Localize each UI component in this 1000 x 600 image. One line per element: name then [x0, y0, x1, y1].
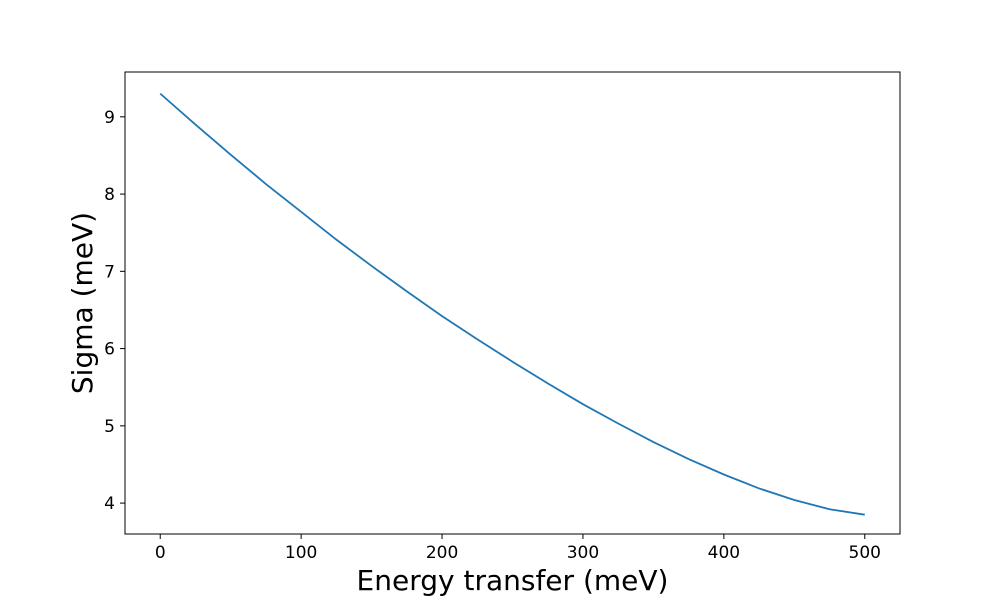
- x-tick-label: 400: [708, 543, 740, 563]
- y-tick-label: 8: [104, 185, 115, 205]
- plot-area: [125, 72, 900, 534]
- y-tick-label: 9: [104, 108, 115, 128]
- y-tick-label: 6: [104, 340, 115, 360]
- series-line: [159, 92, 865, 516]
- x-tick-label: 300: [567, 543, 599, 563]
- x-axis-label: Energy transfer (meV): [357, 564, 669, 597]
- x-tick-label: 200: [426, 543, 458, 563]
- ticks-layer: 0 100 200 300 400 500 4 5 6 7 8 9: [104, 108, 881, 563]
- x-tick-label: 100: [285, 543, 317, 563]
- y-tick-label: 5: [104, 417, 115, 437]
- x-tick-label: 0: [155, 543, 166, 563]
- plot-frame: [124, 71, 901, 535]
- y-axis-label: Sigma (meV): [66, 212, 99, 394]
- x-tick-label: 500: [849, 543, 881, 563]
- y-tick-label: 4: [104, 494, 115, 514]
- y-tick-label: 7: [104, 262, 115, 282]
